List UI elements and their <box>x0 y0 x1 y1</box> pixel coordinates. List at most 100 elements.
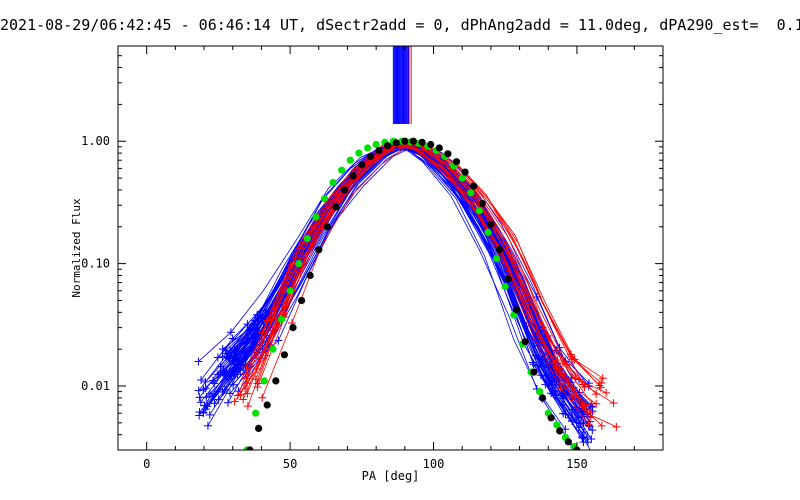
black_fit-point <box>401 137 409 145</box>
red_series-plus-marker <box>568 393 577 402</box>
green_fit-point <box>510 311 518 319</box>
blue_series-plus-marker <box>238 348 247 357</box>
red_series-curve <box>257 143 589 425</box>
red_series-plus-marker <box>251 375 260 384</box>
black_fit-points <box>246 137 581 450</box>
blue_series-plus-marker <box>583 438 592 447</box>
black_fit-point <box>255 424 263 432</box>
x-axis-label: PA [deg] <box>362 469 420 483</box>
green_fit-point <box>372 140 380 149</box>
blue_series-plus-marker <box>205 410 214 419</box>
x-tick-label: 50 <box>283 457 297 471</box>
green_fit-point <box>260 377 268 385</box>
blue_series-plus-marker <box>576 419 585 428</box>
blue_series-plus-marker <box>574 408 583 417</box>
black_fit-point <box>392 139 400 147</box>
black_fit-point <box>418 138 426 146</box>
green_fit-point <box>501 282 509 291</box>
black_fit-point <box>306 271 314 280</box>
red_series-plus-marker <box>281 299 290 308</box>
black_fit-point <box>452 158 461 166</box>
green_fit-point <box>467 189 475 197</box>
red_series-plus-marker <box>242 363 251 372</box>
red_series-plus-marker <box>236 390 245 399</box>
blue_series-plus-marker <box>201 384 210 393</box>
blue_series-plus-marker <box>589 452 597 460</box>
black_fit-point <box>470 182 478 190</box>
x-tick-label: 150 <box>566 457 588 471</box>
blue_series-plus-marker <box>235 364 244 373</box>
blue_series-plus-marker <box>545 376 554 385</box>
green_fit-point <box>295 260 303 268</box>
blue_series-plus-marker <box>213 353 222 362</box>
axes-layer: 0 50 100 150 0.01 0.10 1.00 <box>81 45 664 471</box>
green_fit-point <box>346 156 354 164</box>
black_fit-point <box>409 137 417 145</box>
green_fit-point <box>329 178 337 187</box>
black_fit-point <box>280 351 288 359</box>
red_series-plus-marker <box>598 374 607 383</box>
red_series-plus-marker <box>597 379 606 388</box>
blue_series-curve <box>223 141 583 409</box>
red_series-plus-marker <box>592 399 601 408</box>
red_series-plus-marker <box>581 403 590 412</box>
y-tick-label: 0.01 <box>81 379 110 393</box>
red_series-plus-marker <box>580 382 589 391</box>
black_fit-point <box>521 338 529 346</box>
red_series-curve <box>261 142 617 428</box>
green_fit-point <box>536 388 544 396</box>
plot-frame <box>117 45 664 451</box>
red_series-curve <box>246 145 591 418</box>
green_fit-point <box>303 235 311 243</box>
red_series-plus-marker <box>570 355 579 364</box>
red_series-plus-marker <box>253 383 262 392</box>
blue_series-curve <box>224 141 583 418</box>
blue_series-plus-marker <box>578 432 587 441</box>
green_fit-point <box>338 166 346 174</box>
blue_series-plus-marker <box>208 392 217 401</box>
green_fit-point <box>475 207 483 215</box>
black_fit-point <box>564 438 572 446</box>
black_fit-point <box>375 146 383 155</box>
black_fit-point <box>461 168 469 176</box>
black_fit-point <box>444 150 452 158</box>
blue_series-plus-marker <box>222 352 231 361</box>
red_series-plus-marker <box>242 374 251 383</box>
y-tick-label: 1.00 <box>81 134 110 148</box>
green_fit-point <box>277 315 286 323</box>
black_fit-point <box>298 296 306 305</box>
green_fit-point <box>312 213 320 221</box>
green_fit-point <box>493 255 501 263</box>
data-layer <box>194 46 621 460</box>
black_fit-point <box>272 377 280 385</box>
red_series-plus-marker <box>612 422 621 431</box>
x-tick-label: 100 <box>423 457 445 471</box>
blue_series-plus-marker <box>561 410 570 419</box>
black_fit-point <box>530 368 538 376</box>
green_fit-point <box>458 174 466 182</box>
green_fit-point <box>355 149 363 157</box>
blue_series-plus-marker <box>528 358 537 367</box>
blue_series-plus-marker <box>585 422 594 431</box>
black_fit-point <box>289 324 297 332</box>
red_series-plus-marker <box>584 420 593 429</box>
red_series-plus-marker <box>592 390 601 399</box>
black_fit-point <box>358 161 366 169</box>
blue_series-plus-marker <box>223 398 232 407</box>
black_fit-point <box>478 199 486 208</box>
black_fit-point <box>315 246 323 254</box>
green_fit-point <box>553 421 561 429</box>
red_series-curve <box>245 144 584 407</box>
red_series-plus-marker <box>243 389 252 398</box>
red_series-plus-marker <box>270 305 279 314</box>
red_series-curve <box>257 143 597 405</box>
blue_series-plus-marker <box>225 389 234 398</box>
red_series-plus-marker <box>270 311 279 320</box>
black_fit-point <box>504 275 512 283</box>
red_series-plus-marker <box>243 402 252 411</box>
red_series-plus-marker <box>609 399 618 408</box>
red_series-plus-marker <box>258 393 267 402</box>
blue_series-plus-marker <box>197 375 206 384</box>
blue_series-plus-marker <box>200 401 209 410</box>
